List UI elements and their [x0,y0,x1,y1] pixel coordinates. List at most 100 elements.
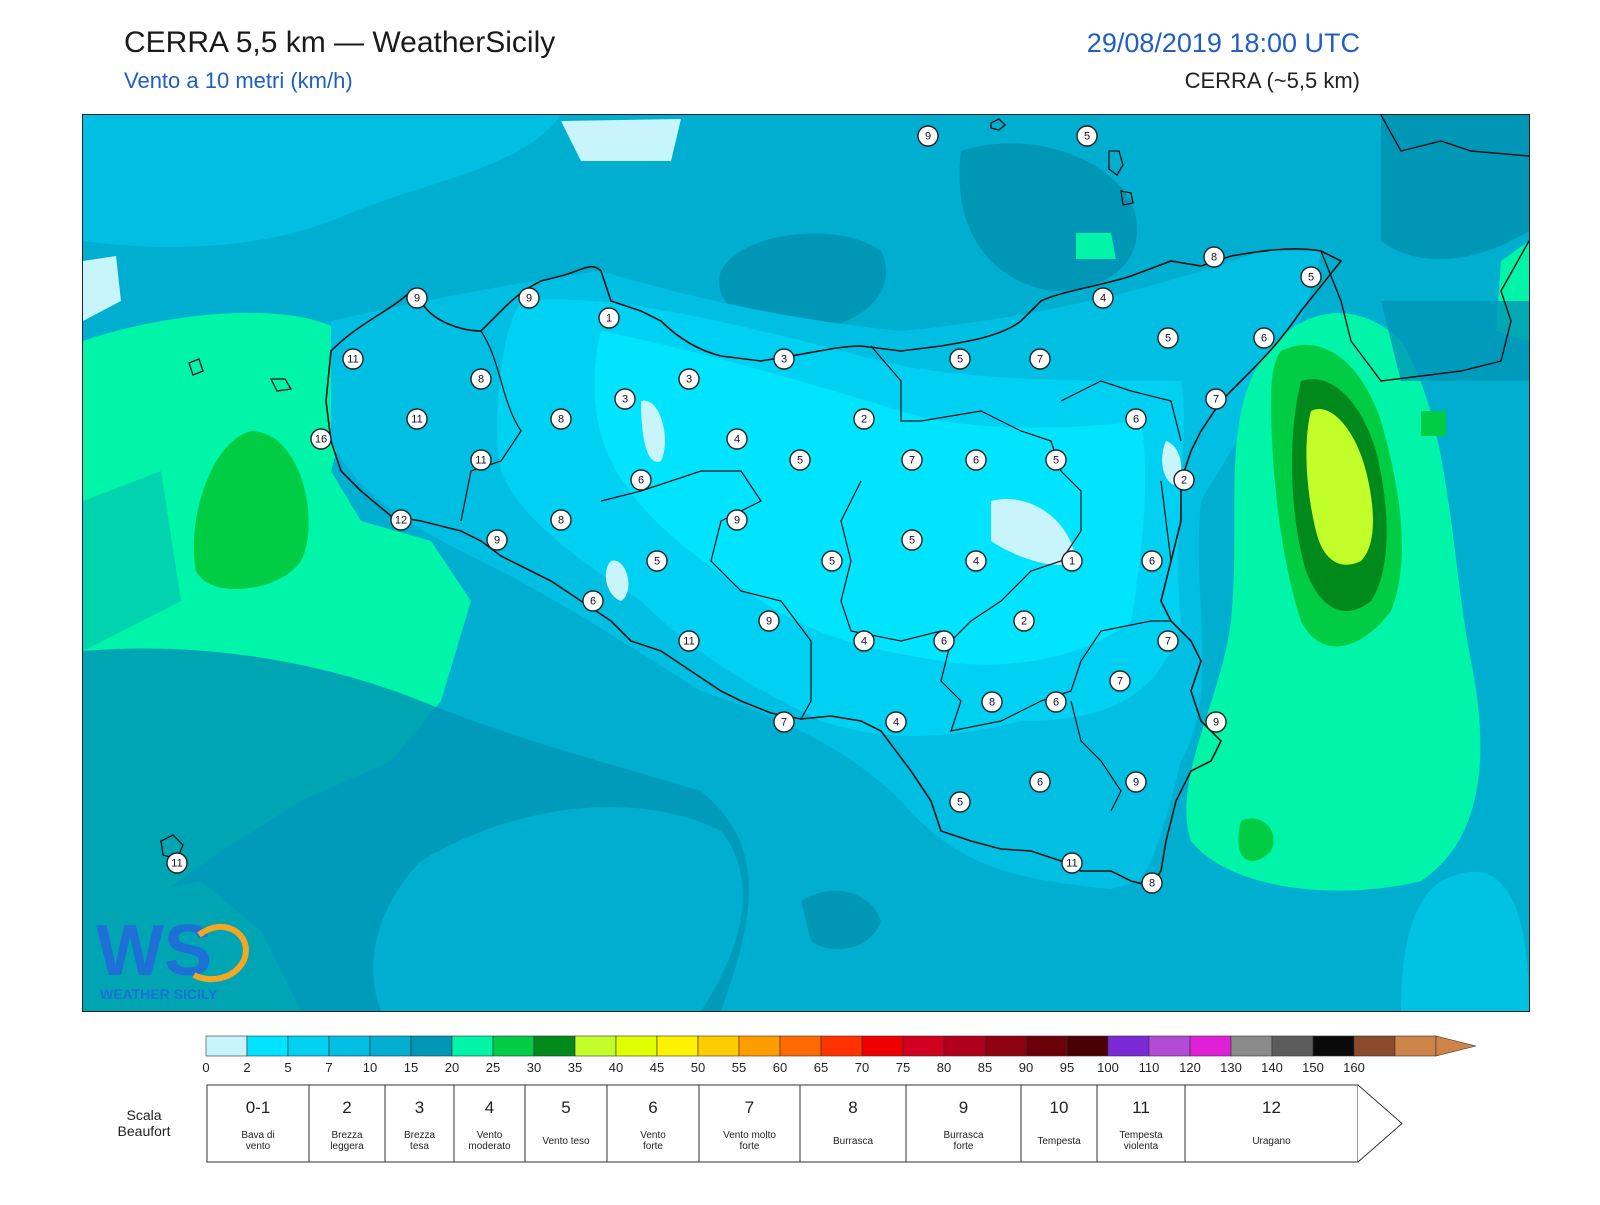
station-circle [678,368,700,390]
station-circle [550,408,572,430]
beaufort-arrow [1357,1084,1403,1163]
station-value: 6 [590,596,596,608]
colorbar-tick-label: 95 [1060,1060,1074,1075]
station-marker: 5 [821,550,843,572]
station-marker: 7 [1109,670,1131,692]
station-marker: 9 [917,125,939,147]
station-marker: 3 [614,388,636,410]
station-circle [1157,327,1179,349]
colorbar-tick-label: 5 [284,1060,291,1075]
beaufort-description: vento [246,1141,271,1152]
station-marker: 9 [758,610,780,632]
station-marker: 6 [1045,691,1067,713]
station-circle [1029,771,1051,793]
station-marker: 7 [1157,630,1179,652]
station-circle [726,428,748,450]
beaufort-cell-box [1096,1084,1186,1163]
station-marker: 5 [1300,266,1322,288]
station-marker: 11 [406,408,428,430]
station-value: 6 [1037,777,1043,789]
beaufort-description: violenta [1124,1141,1159,1152]
station-value: 7 [1037,354,1043,366]
colorbar-segment [902,1035,945,1057]
station-marker: 8 [550,509,572,531]
station-marker: 7 [901,449,923,471]
colorbar-tick-label: 50 [691,1060,705,1075]
station-value: 6 [638,475,644,487]
beaufort-cell-box [1020,1084,1098,1163]
beaufort-cell-box [524,1084,608,1163]
colorbar-tick-label: 150 [1302,1060,1324,1075]
beaufort-cell-box [905,1084,1022,1163]
logo-letters: WS [96,911,212,991]
station-marker: 5 [1045,449,1067,471]
station-marker: 4 [726,428,748,450]
legend-svg: 0 2 5 7 10 15 20 25 30 35 40 45 50 55 60 65 70 75 80 85 90 95… [118,1035,1477,1163]
station-circle [470,449,492,471]
colorbar-segment [1107,1035,1150,1057]
forecast-datetime: 29/08/2019 18:00 UTC [1086,28,1360,58]
colorbar-segment [1353,1035,1396,1057]
colorbar-tick-label: 30 [527,1060,541,1075]
station-value: 3 [686,374,692,386]
station-value: 2 [861,414,867,426]
station-value: 11 [411,414,422,426]
beaufort-number: 12 [1262,1098,1281,1117]
model-label: CERRA (~5,5 km) [1184,68,1360,93]
station-marker: 8 [550,408,572,430]
station-circle [678,630,700,652]
beaufort-description: Brezza [331,1130,363,1141]
beaufort-cell: 12 Uragano [1184,1084,1359,1163]
station-marker: 6 [965,449,987,471]
station-value: 9 [414,293,420,305]
station-marker: 5 [1076,125,1098,147]
station-circle [406,287,428,309]
station-value: 1 [1069,556,1075,568]
station-circle [1300,266,1322,288]
beaufort-description: forte [953,1141,973,1152]
station-marker: 5 [1157,327,1179,349]
station-circle [598,307,620,329]
colorbar-segment [984,1035,1027,1057]
colorbar-segment [369,1035,412,1057]
station-marker: 1 [598,307,620,329]
station-circle [1125,408,1147,430]
station-value: 12 [395,515,407,527]
colorbar-tick-label: 60 [773,1060,787,1075]
station-value: 7 [1165,636,1171,648]
station-circle [390,509,412,531]
colorbar-tick-label: 140 [1261,1060,1283,1075]
station-value: 6 [1053,697,1059,709]
station-value: 8 [989,697,995,709]
colorbar-segment [287,1035,330,1057]
colorbar-tick-label: 25 [486,1060,500,1075]
beaufort-description: leggera [330,1141,364,1152]
station-marker: 4 [965,550,987,572]
colorbar-segment [1394,1035,1437,1057]
station-value: 4 [734,434,740,446]
station-circle [885,711,907,733]
logo-caption: WEATHER SICILY [100,986,218,1002]
station-marker: 2 [853,408,875,430]
map-title: CERRA 5,5 km — WeatherSicily [124,26,556,59]
station-circle [406,408,428,430]
beaufort-description: Burrasca [943,1130,983,1141]
colorbar-segment [328,1035,371,1057]
station-circle [470,368,492,390]
beaufort-number: 8 [848,1098,857,1117]
station-value: 11 [171,858,182,870]
colorbar-tick-label: 75 [896,1060,910,1075]
station-circle [1109,670,1131,692]
colorbar-tick-label: 80 [937,1060,951,1075]
station-circle [965,449,987,471]
station-circle [486,529,508,551]
colorbar-segment [492,1035,535,1057]
station-value: 8 [1149,878,1155,890]
station-circle [550,509,572,531]
beaufort-number: 5 [561,1098,570,1117]
